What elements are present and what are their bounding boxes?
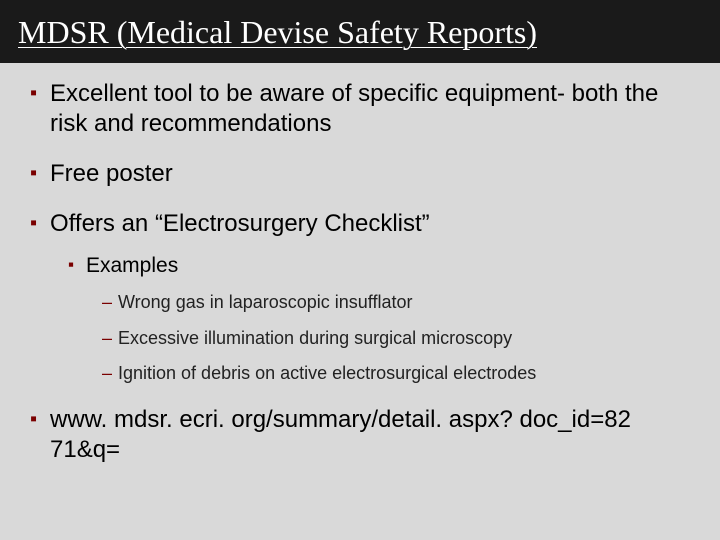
slide-title: MDSR (Medical Devise Safety Reports) xyxy=(0,0,720,63)
bullet-item: Free poster xyxy=(30,159,700,189)
bullet-item: Examples Wrong gas in laparoscopic insuf… xyxy=(68,253,700,385)
slide-body: Excellent tool to be aware of specific e… xyxy=(0,63,720,465)
bullet-text: Excessive illumination during surgical m… xyxy=(118,328,512,348)
bullet-item: Offers an “Electrosurgery Checklist” Exa… xyxy=(30,209,700,385)
bullet-text: Free poster xyxy=(50,160,173,187)
bullet-item: Excessive illumination during surgical m… xyxy=(102,327,700,350)
bullet-text: Examples xyxy=(86,254,178,277)
bullet-text: Excellent tool to be aware of specific e… xyxy=(50,80,658,137)
bullet-item: Wrong gas in laparoscopic insufflator xyxy=(102,291,700,314)
bullet-item: www. mdsr. ecri. org/summary/detail. asp… xyxy=(30,405,700,465)
bullet-text: Offers an “Electrosurgery Checklist” xyxy=(50,210,430,237)
bullet-text: Wrong gas in laparoscopic insufflator xyxy=(118,292,413,312)
bullet-item: Excellent tool to be aware of specific e… xyxy=(30,79,700,139)
bullet-text: Ignition of debris on active electrosurg… xyxy=(118,363,536,383)
bullet-item: Ignition of debris on active electrosurg… xyxy=(102,362,700,385)
bullet-text: www. mdsr. ecri. org/summary/detail. asp… xyxy=(50,406,631,463)
